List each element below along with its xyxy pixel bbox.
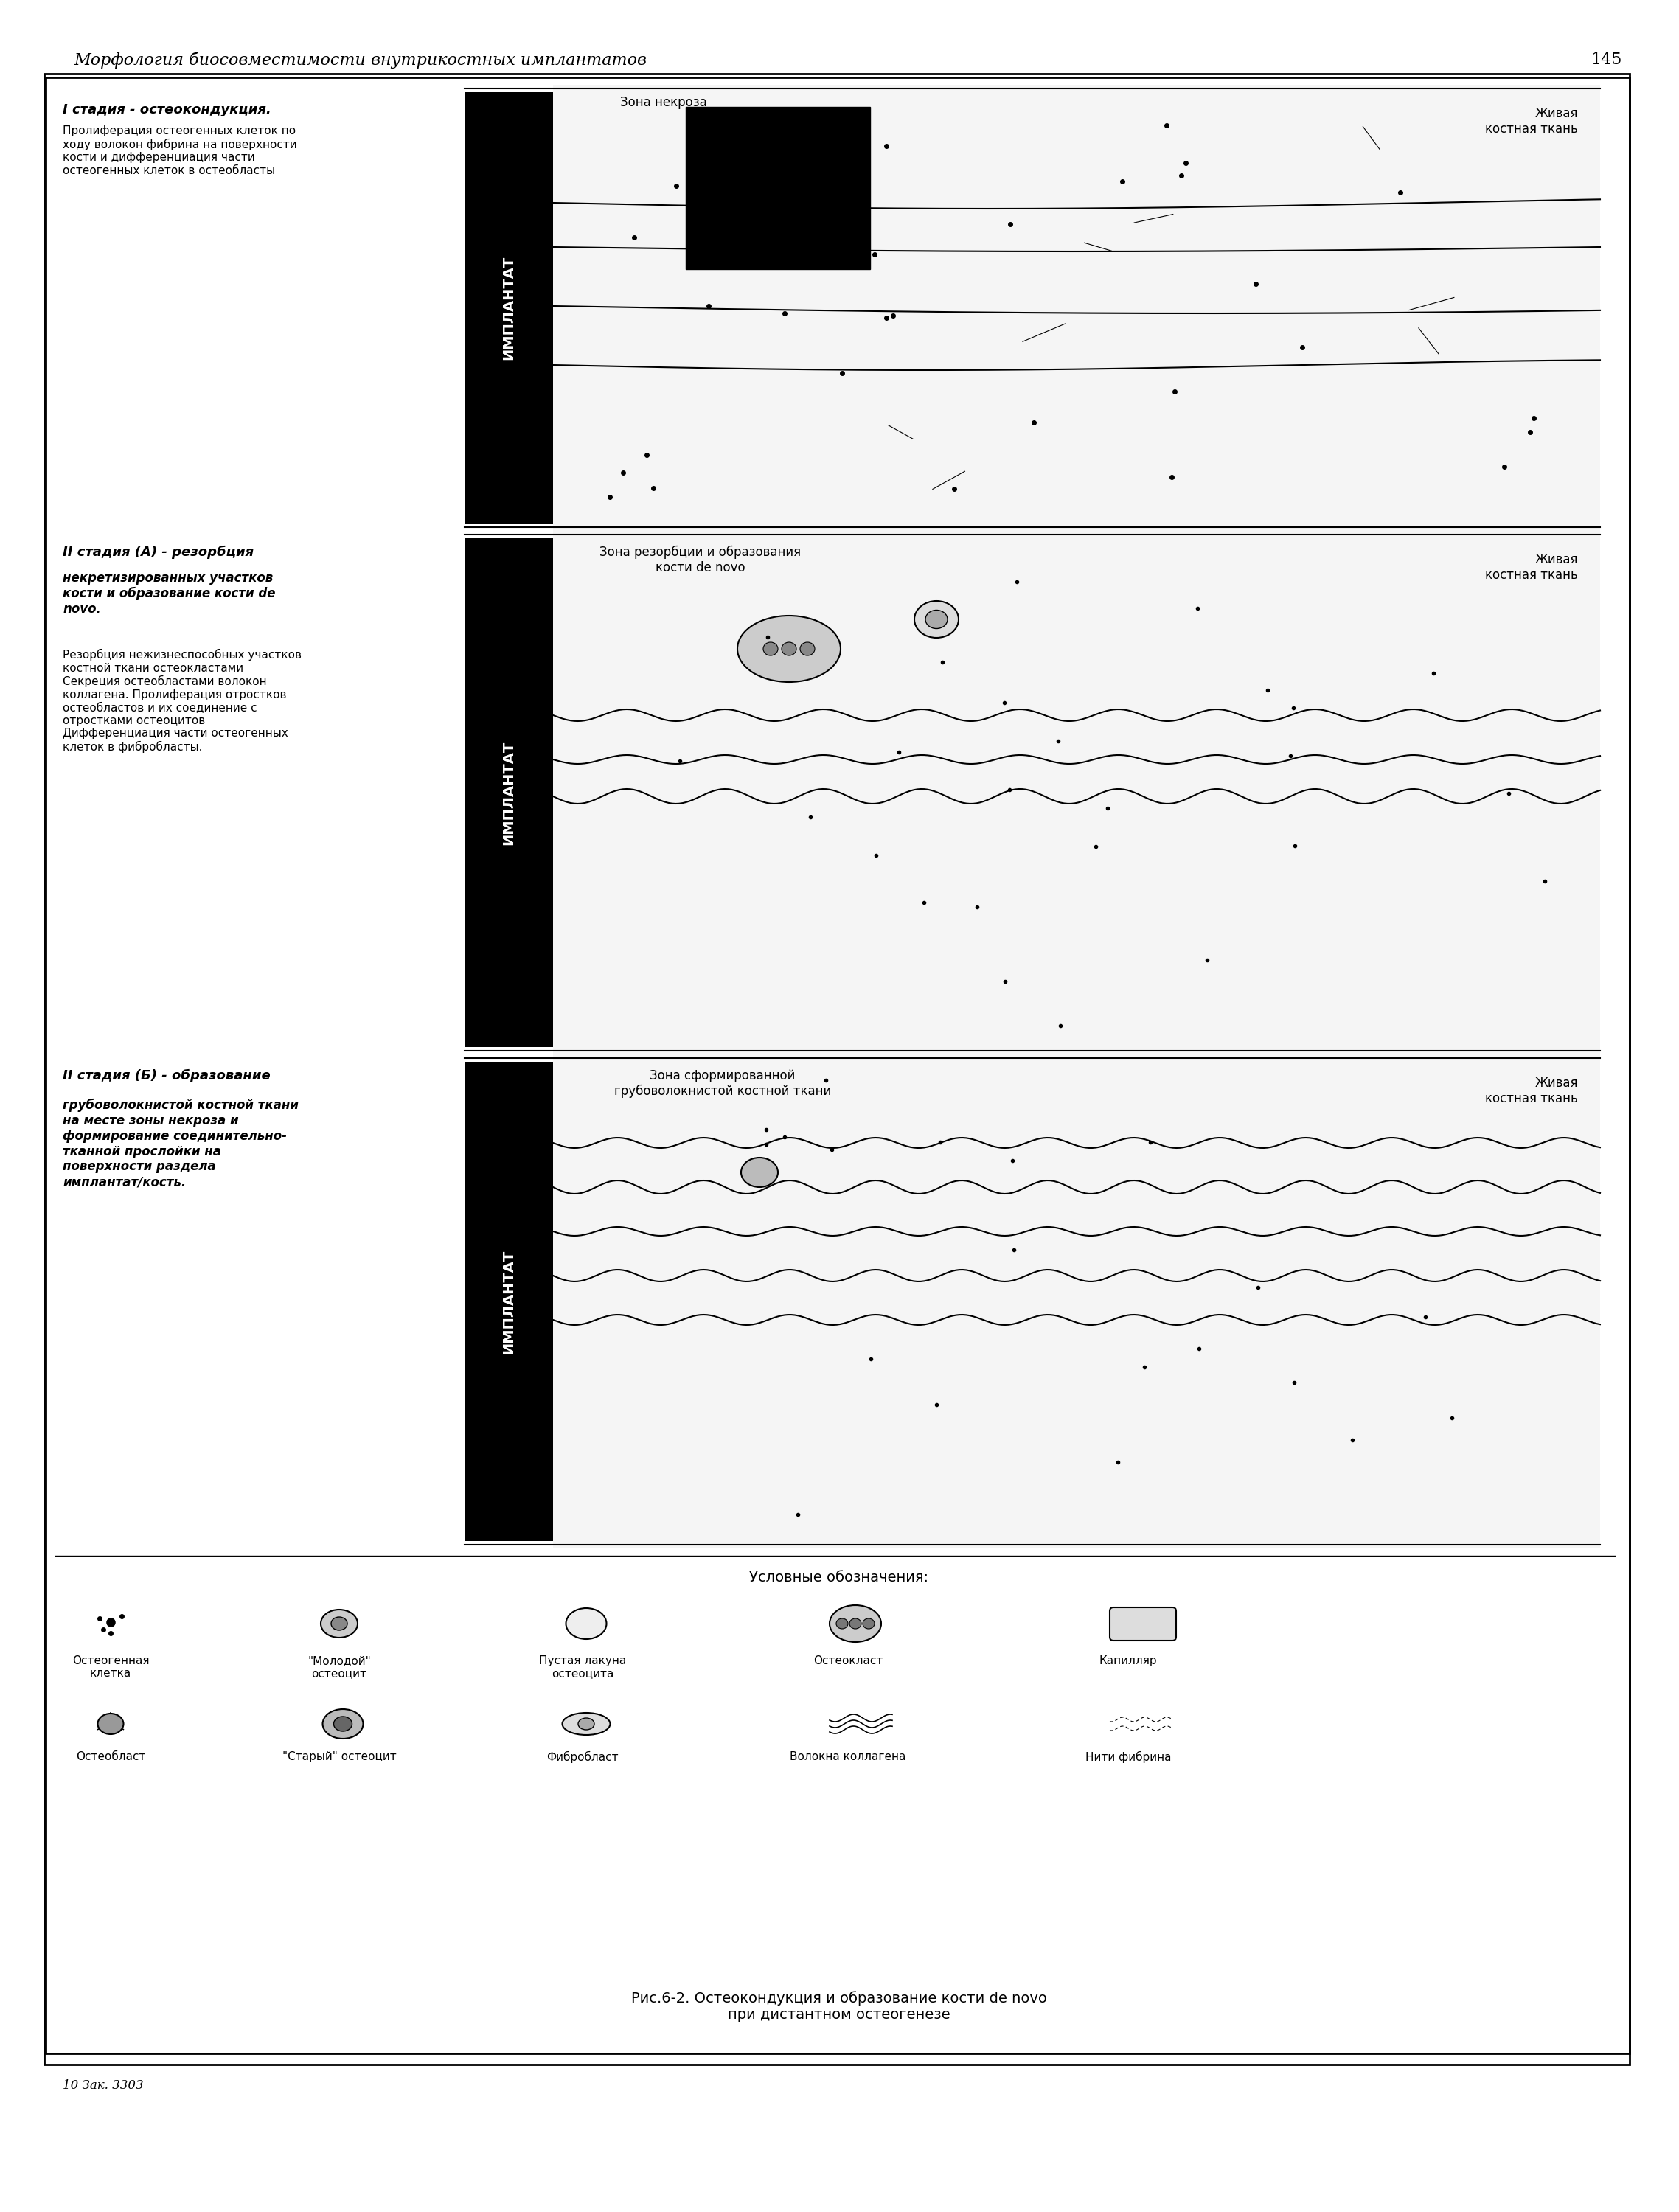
Ellipse shape bbox=[334, 1717, 353, 1732]
FancyBboxPatch shape bbox=[1110, 1608, 1175, 1641]
Ellipse shape bbox=[97, 1714, 124, 1734]
Ellipse shape bbox=[850, 1619, 861, 1628]
Text: Пустая лакуна
остеоцита: Пустая лакуна остеоцита bbox=[539, 1655, 626, 1679]
Text: ИМПЛАНТАТ: ИМПЛАНТАТ bbox=[502, 257, 515, 361]
Text: Живая
костная ткань: Живая костная ткань bbox=[1486, 106, 1578, 135]
Text: Морфология биосовместимости внутрикостных имплантатов: Морфология биосовместимости внутрикостны… bbox=[74, 51, 646, 69]
Text: Живая
костная ткань: Живая костная ткань bbox=[1486, 553, 1578, 582]
Text: "Молодой"
остеоцит: "Молодой" остеоцит bbox=[307, 1655, 371, 1679]
Text: Резорбция нежизнеспособных участков
костной ткани остеокластами
Секреция остеобл: Резорбция нежизнеспособных участков кост… bbox=[62, 648, 302, 752]
Text: грубоволокнистой костной ткани
на месте зоны некроза и
формирование соединительн: грубоволокнистой костной ткани на месте … bbox=[62, 1099, 299, 1188]
Text: Остеокласт: Остеокласт bbox=[813, 1655, 883, 1666]
Ellipse shape bbox=[322, 1710, 363, 1739]
Ellipse shape bbox=[829, 1606, 881, 1641]
Bar bbox=[465, 538, 552, 1046]
Ellipse shape bbox=[737, 615, 841, 681]
Text: Зона сформированной
грубоволокнистой костной ткани: Зона сформированной грубоволокнистой кос… bbox=[615, 1068, 831, 1097]
Text: Остеогенная
клетка: Остеогенная клетка bbox=[72, 1655, 149, 1679]
Ellipse shape bbox=[925, 611, 947, 628]
Bar bbox=[45, 77, 1630, 2053]
Ellipse shape bbox=[764, 641, 777, 655]
Ellipse shape bbox=[578, 1719, 594, 1730]
Text: Зона резорбции и образования
кости de novo: Зона резорбции и образования кости de no… bbox=[599, 546, 801, 575]
Text: Нити фибрина: Нити фибрина bbox=[1085, 1752, 1172, 1763]
Text: 10 Зак. 3303: 10 Зак. 3303 bbox=[62, 2079, 143, 2093]
Bar bbox=[465, 1062, 552, 1542]
Text: Зона некроза: Зона некроза bbox=[620, 95, 707, 108]
Ellipse shape bbox=[782, 641, 796, 655]
Ellipse shape bbox=[321, 1610, 358, 1637]
Bar bbox=[465, 93, 552, 524]
Ellipse shape bbox=[863, 1619, 875, 1628]
Text: Условные обозначения:: Условные обозначения: bbox=[749, 1571, 928, 1584]
Text: некретизированных участков
кости и образование кости de
novo.: некретизированных участков кости и образ… bbox=[62, 571, 275, 615]
Text: ИМПЛАНТАТ: ИМПЛАНТАТ bbox=[502, 1250, 515, 1354]
Text: Рис.6-2. Остеокондукция и образование кости de novo
при дистантном остеогенезе: Рис.6-2. Остеокондукция и образование ко… bbox=[631, 1991, 1048, 2022]
Bar bbox=[552, 84, 1600, 531]
Bar bbox=[552, 531, 1600, 1055]
Ellipse shape bbox=[331, 1617, 348, 1630]
Text: Фибробласт: Фибробласт bbox=[547, 1752, 618, 1763]
Ellipse shape bbox=[562, 1712, 609, 1734]
Bar bbox=[552, 1055, 1600, 1548]
Text: "Старый" остеоцит: "Старый" остеоцит bbox=[282, 1752, 396, 1763]
Text: I стадия - остеокондукция.: I стадия - остеокондукция. bbox=[62, 104, 272, 117]
Ellipse shape bbox=[740, 1157, 777, 1188]
Text: Остеобласт: Остеобласт bbox=[76, 1752, 146, 1763]
Text: Пролиферация остеогенных клеток по
ходу волокон фибрина на поверхности
кости и д: Пролиферация остеогенных клеток по ходу … bbox=[62, 126, 297, 177]
Text: Капилляр: Капилляр bbox=[1100, 1655, 1157, 1666]
Text: II стадия (А) - резорбция: II стадия (А) - резорбция bbox=[62, 546, 254, 560]
Ellipse shape bbox=[801, 641, 814, 655]
Bar bbox=[685, 106, 870, 270]
Text: Живая
костная ткань: Живая костная ткань bbox=[1486, 1077, 1578, 1106]
Text: 145: 145 bbox=[1592, 51, 1622, 69]
Ellipse shape bbox=[566, 1608, 606, 1639]
Text: Волокна коллагена: Волокна коллагена bbox=[789, 1752, 907, 1763]
Text: II стадия (Б) - образование: II стадия (Б) - образование bbox=[62, 1068, 270, 1082]
Text: ИМПЛАНТАТ: ИМПЛАНТАТ bbox=[502, 741, 515, 845]
Ellipse shape bbox=[915, 602, 959, 637]
Ellipse shape bbox=[836, 1619, 848, 1628]
